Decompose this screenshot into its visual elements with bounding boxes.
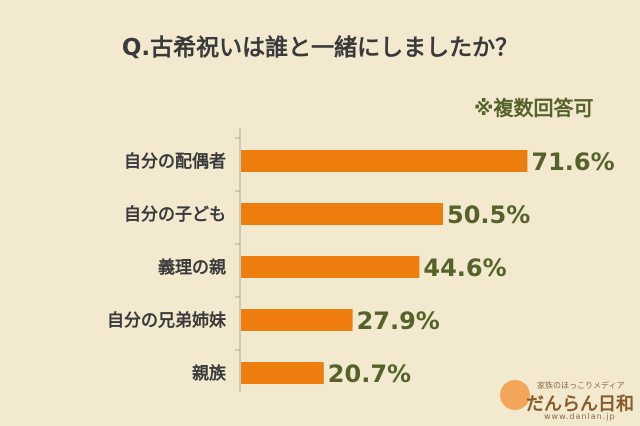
category-label: 自分の子ども [124,204,226,225]
bar [241,362,324,384]
logo-circle-icon [500,380,530,410]
logo-url: www.danlan.jp [544,412,616,421]
bar [241,150,528,172]
logo-tagline: 家族のほっこりメディア [537,381,625,390]
value-label: 44.6% [423,254,506,282]
category-label: 親族 [192,363,227,384]
value-label: 50.5% [447,201,530,229]
bar [241,309,353,331]
bar [241,203,443,225]
multiple-answer-note: ※複数回答可 [474,96,594,120]
chart-title: Q.古希祝いは誰と一緒にしましたか？ [121,35,519,61]
value-label: 20.7% [328,360,411,388]
value-label: 71.6% [531,148,614,176]
value-label: 27.9% [357,307,440,335]
category-label: 自分の兄弟姉妹 [107,310,227,331]
category-label: 義理の親 [158,257,226,278]
category-label: 自分の配偶者 [124,151,226,172]
danran-biyori-logo: 家族のほっこりメディア だんらん日和 www.danlan.jp [500,378,640,426]
logo-name: だんらん日和 [526,394,634,415]
bar [241,256,420,278]
